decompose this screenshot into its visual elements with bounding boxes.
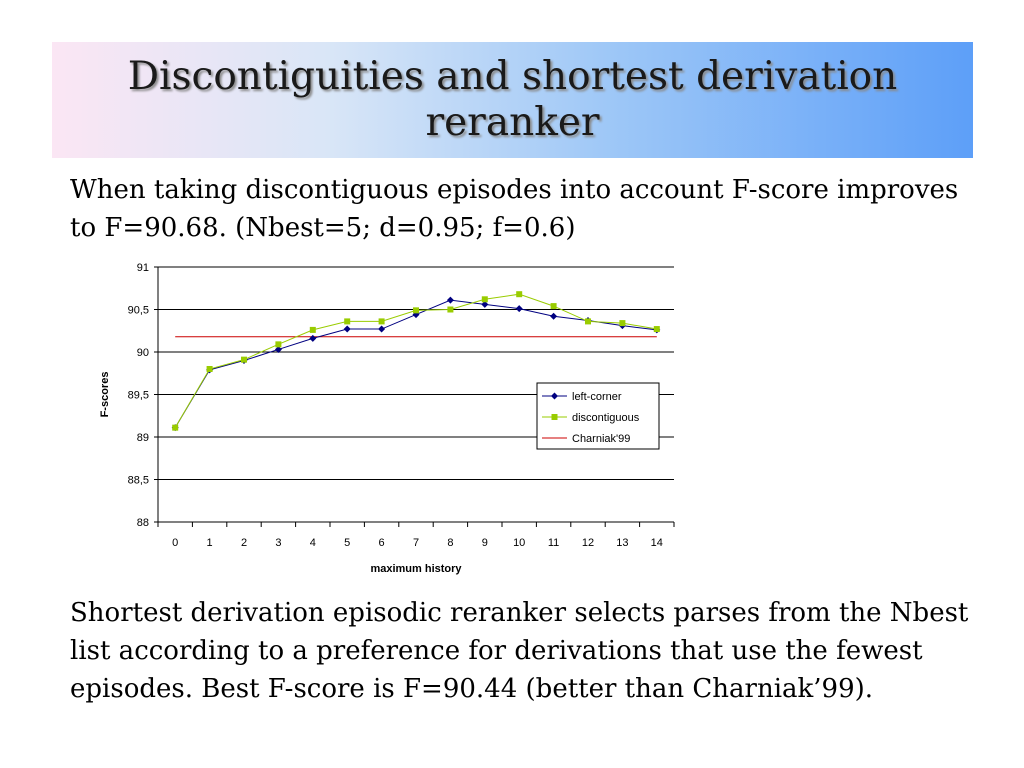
x-tick-label: 5 [344, 537, 350, 549]
y-tick-label: 90,5 [128, 305, 149, 317]
legend-marker [551, 392, 558, 400]
x-tick-label: 3 [275, 537, 281, 549]
data-point-discontiguous [275, 341, 282, 348]
data-point-left-corner [550, 312, 558, 320]
data-point-discontiguous [653, 326, 660, 333]
data-point-discontiguous [172, 424, 179, 431]
x-tick-label: 14 [651, 537, 663, 549]
x-tick-label: 13 [616, 537, 628, 549]
x-tick-label: 4 [310, 537, 316, 549]
data-point-left-corner [515, 305, 523, 313]
y-tick-label: 89 [137, 432, 149, 444]
data-point-discontiguous [241, 356, 247, 363]
data-point-left-corner [343, 325, 351, 333]
data-point-discontiguous [344, 318, 351, 325]
data-point-discontiguous [516, 291, 523, 298]
x-tick-label: 12 [582, 537, 594, 549]
x-tick-label: 2 [241, 537, 247, 549]
x-axis-title: maximum history [370, 563, 462, 575]
y-axis-title: F-scores [99, 372, 111, 418]
data-point-discontiguous [447, 306, 454, 313]
x-tick-label: 7 [413, 537, 419, 549]
data-point-left-corner [309, 334, 317, 342]
legend-marker [551, 414, 558, 420]
title-bar: Discontiguities and shortest derivation … [52, 42, 973, 158]
legend-label: discontiguous [572, 412, 640, 424]
data-point-discontiguous [585, 318, 591, 325]
data-point-left-corner [274, 345, 282, 353]
data-point-discontiguous [550, 303, 557, 310]
data-point-discontiguous [619, 320, 626, 327]
data-point-discontiguous [309, 326, 316, 333]
x-tick-label: 9 [482, 537, 488, 549]
x-tick-label: 1 [207, 537, 213, 549]
data-point-discontiguous [378, 318, 385, 325]
x-tick-label: 10 [513, 537, 525, 549]
legend-label: left-corner [572, 391, 622, 403]
legend-label: Charniak'99 [572, 433, 630, 445]
y-tick-label: 88 [137, 517, 149, 529]
y-tick-label: 90 [137, 347, 149, 359]
x-tick-label: 0 [172, 537, 178, 549]
x-tick-label: 8 [447, 537, 453, 549]
data-point-left-corner [446, 296, 454, 304]
y-tick-label: 88,5 [128, 475, 149, 487]
conclusion-paragraph: Shortest derivation episodic reranker se… [70, 598, 969, 704]
data-point-left-corner [481, 300, 489, 308]
intro-paragraph: When taking discontiguous episodes into … [70, 175, 959, 243]
x-tick-label: 6 [379, 537, 385, 549]
data-point-left-corner [378, 325, 386, 333]
x-tick-label: 11 [548, 537, 559, 549]
y-tick-label: 89,5 [128, 390, 149, 402]
slide-title: Discontiguities and shortest derivation … [127, 54, 898, 145]
chart-series [171, 291, 661, 432]
data-point-discontiguous [206, 366, 213, 372]
chart-legend: left-corner discontiguous Charniak'99 [536, 382, 660, 450]
y-tick-label: 91 [137, 262, 149, 274]
data-point-discontiguous [481, 296, 488, 303]
data-point-discontiguous [413, 307, 419, 314]
